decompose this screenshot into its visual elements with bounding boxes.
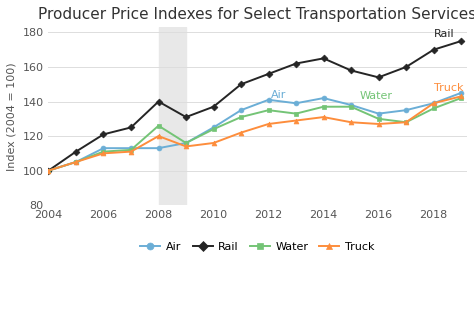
Truck xyxy=(183,144,189,148)
Water xyxy=(321,105,327,109)
Air xyxy=(155,146,161,150)
Legend: Air, Rail, Water, Truck: Air, Rail, Water, Truck xyxy=(136,238,379,257)
Rail xyxy=(46,169,51,173)
Rail xyxy=(403,65,409,69)
Truck xyxy=(403,120,409,124)
Rail xyxy=(238,82,244,86)
Rail xyxy=(155,100,161,103)
Rail xyxy=(321,57,327,60)
Air xyxy=(238,108,244,112)
Air xyxy=(458,91,464,95)
Truck xyxy=(321,115,327,119)
Air xyxy=(266,98,272,102)
Text: Rail: Rail xyxy=(434,29,454,39)
Air xyxy=(321,96,327,100)
Air xyxy=(73,160,79,164)
Water xyxy=(293,112,299,116)
Rail xyxy=(183,115,189,119)
Water xyxy=(128,148,134,152)
Truck xyxy=(210,141,216,145)
Truck xyxy=(458,94,464,98)
Water xyxy=(348,105,354,109)
Water xyxy=(73,160,79,164)
Line: Air: Air xyxy=(46,90,464,173)
Water xyxy=(266,108,272,112)
Truck xyxy=(238,131,244,135)
Water xyxy=(183,141,189,145)
Truck xyxy=(266,122,272,126)
Text: Air: Air xyxy=(271,90,287,100)
Water xyxy=(100,150,106,154)
Truck xyxy=(100,151,106,155)
Rail xyxy=(293,62,299,65)
Water xyxy=(376,117,382,121)
Air xyxy=(293,101,299,105)
Rail xyxy=(266,72,272,76)
Truck xyxy=(348,120,354,124)
Water xyxy=(155,124,161,128)
Truck xyxy=(73,160,79,164)
Rail xyxy=(376,76,382,79)
Rail xyxy=(348,69,354,72)
Line: Truck: Truck xyxy=(46,94,464,173)
Rail xyxy=(100,132,106,136)
Rail xyxy=(431,48,437,52)
Air xyxy=(128,146,134,150)
Truck xyxy=(293,118,299,122)
Text: Truck: Truck xyxy=(434,83,463,93)
Air xyxy=(431,101,437,105)
Bar xyxy=(158,27,186,205)
Y-axis label: Index (2004 = 100): Index (2004 = 100) xyxy=(7,62,17,171)
Air xyxy=(46,169,51,173)
Line: Rail: Rail xyxy=(46,39,464,173)
Air xyxy=(210,125,216,129)
Air xyxy=(403,108,409,112)
Water xyxy=(431,106,437,110)
Title: Producer Price Indexes for Select Transportation Services: Producer Price Indexes for Select Transp… xyxy=(38,7,474,22)
Rail xyxy=(210,105,216,109)
Truck xyxy=(46,169,51,173)
Air xyxy=(183,141,189,145)
Water xyxy=(403,120,409,124)
Truck xyxy=(128,150,134,154)
Water xyxy=(46,169,51,173)
Truck xyxy=(376,122,382,126)
Air xyxy=(376,112,382,116)
Air xyxy=(100,146,106,150)
Water xyxy=(238,115,244,119)
Rail xyxy=(128,125,134,129)
Line: Water: Water xyxy=(46,96,464,173)
Truck xyxy=(155,134,161,138)
Truck xyxy=(431,101,437,105)
Text: Water: Water xyxy=(359,91,392,101)
Rail xyxy=(458,39,464,43)
Water xyxy=(210,127,216,131)
Water xyxy=(458,96,464,100)
Rail xyxy=(73,150,79,154)
Air xyxy=(348,103,354,107)
